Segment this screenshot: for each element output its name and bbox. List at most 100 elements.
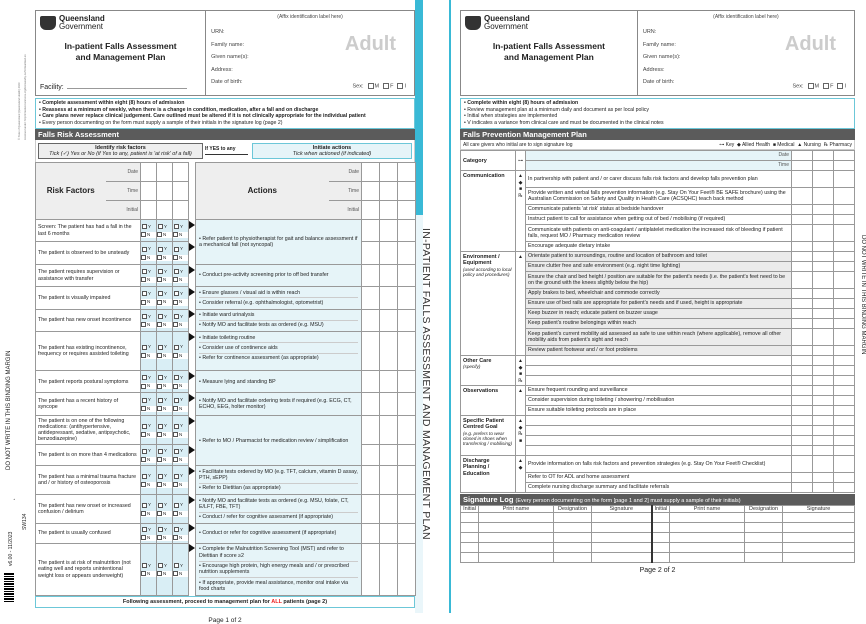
checkbox-icon[interactable] <box>157 277 162 283</box>
initial-cell[interactable] <box>833 395 855 406</box>
initial-cell[interactable] <box>791 365 813 376</box>
signature-cell[interactable] <box>650 522 670 534</box>
signature-cell[interactable] <box>591 552 652 564</box>
initial-cell[interactable] <box>812 385 834 396</box>
action-tick-cell[interactable] <box>379 264 398 287</box>
initial-cell[interactable] <box>812 405 834 416</box>
initial-cell[interactable] <box>791 385 813 396</box>
checkbox-icon[interactable] <box>158 375 163 381</box>
checkbox-icon[interactable] <box>173 232 178 238</box>
checkbox-icon[interactable] <box>158 291 163 297</box>
initial-cell[interactable] <box>812 251 834 262</box>
checkbox-icon[interactable] <box>141 571 146 577</box>
no-checkbox[interactable]: N <box>173 352 188 359</box>
checkbox-icon[interactable] <box>141 432 146 437</box>
yes-checkbox[interactable]: Y <box>158 473 171 479</box>
signature-cell[interactable] <box>782 542 855 554</box>
checkbox-icon[interactable] <box>158 423 163 429</box>
no-checkbox[interactable]: N <box>173 321 188 329</box>
action-tick-cell[interactable] <box>379 522 398 544</box>
checkbox-icon[interactable] <box>157 299 162 305</box>
no-checkbox[interactable]: N <box>157 277 172 284</box>
initial-cell[interactable] <box>833 472 855 483</box>
checkbox-icon[interactable] <box>173 277 178 283</box>
initial-cell[interactable] <box>833 405 855 416</box>
signature-cell[interactable] <box>553 552 592 564</box>
date-entry-cell[interactable] <box>140 162 157 182</box>
yes-checkbox[interactable]: Y <box>142 527 155 533</box>
dob-field[interactable]: Date of birth: <box>642 79 675 85</box>
initial-cell[interactable] <box>812 375 834 386</box>
no-checkbox[interactable]: N <box>173 534 188 542</box>
checkbox-icon[interactable] <box>158 224 163 230</box>
time-entry-cell[interactable] <box>156 181 173 201</box>
initial-cell[interactable] <box>833 170 855 188</box>
no-checkbox[interactable]: N <box>141 299 156 306</box>
no-checkbox[interactable]: N <box>173 510 188 517</box>
time-entry-cell[interactable] <box>361 181 380 201</box>
checkbox-icon[interactable] <box>157 406 162 411</box>
initial-cell[interactable] <box>812 318 834 329</box>
checkbox-icon[interactable] <box>173 299 178 305</box>
initial-cell[interactable] <box>833 288 855 299</box>
checkbox-icon[interactable] <box>157 481 162 487</box>
yes-checkbox[interactable]: Y <box>174 224 187 230</box>
action-tick-cell[interactable] <box>379 392 398 417</box>
checkbox-icon[interactable] <box>142 448 147 454</box>
signature-cell[interactable] <box>744 522 783 534</box>
sex-i-checkbox[interactable] <box>397 82 404 89</box>
given-names-field[interactable]: Given name(s): <box>211 54 249 60</box>
initial-cell[interactable] <box>812 395 834 406</box>
signature-cell[interactable] <box>591 522 652 534</box>
initial-cell[interactable] <box>812 345 834 356</box>
no-checkbox[interactable]: N <box>141 232 156 239</box>
initial-cell[interactable] <box>812 187 834 205</box>
initial-cell[interactable] <box>833 385 855 396</box>
checkbox-icon[interactable] <box>173 510 178 516</box>
action-tick-cell[interactable] <box>361 522 380 544</box>
initial-cell[interactable] <box>791 308 813 319</box>
initial-cell[interactable] <box>791 298 813 309</box>
initial-cell[interactable] <box>833 187 855 205</box>
checkbox-icon[interactable] <box>174 502 179 508</box>
signature-cell[interactable] <box>478 542 554 554</box>
signature-cell[interactable] <box>744 512 783 524</box>
checkbox-icon[interactable] <box>141 535 146 541</box>
initial-cell[interactable] <box>791 251 813 262</box>
checkbox-icon[interactable] <box>141 406 146 411</box>
signature-cell[interactable] <box>553 532 592 544</box>
no-checkbox[interactable]: N <box>173 299 188 306</box>
initial-cell[interactable] <box>833 415 855 426</box>
yes-checkbox[interactable]: Y <box>142 269 155 275</box>
yes-checkbox[interactable]: Y <box>174 344 187 350</box>
yes-checkbox[interactable]: Y <box>158 291 171 297</box>
signature-cell[interactable] <box>591 512 652 524</box>
initial-cell[interactable] <box>833 204 855 215</box>
yes-checkbox[interactable]: Y <box>158 423 171 429</box>
yes-checkbox[interactable]: Y <box>174 269 187 275</box>
initial-cell[interactable] <box>833 425 855 436</box>
initial-cell[interactable] <box>812 214 834 225</box>
no-checkbox[interactable]: N <box>173 383 188 390</box>
initial-cell[interactable] <box>791 328 813 346</box>
checkbox-icon[interactable] <box>158 448 163 454</box>
signature-cell[interactable] <box>782 532 855 544</box>
checkbox-icon[interactable] <box>174 473 179 479</box>
checkbox-icon[interactable] <box>174 526 179 532</box>
initial-cell[interactable] <box>833 455 855 473</box>
yes-checkbox[interactable]: Y <box>158 314 171 320</box>
checkbox-icon[interactable] <box>173 432 178 437</box>
no-checkbox[interactable]: N <box>141 352 156 359</box>
action-tick-cell[interactable] <box>379 308 398 333</box>
action-tick-cell[interactable] <box>379 331 398 372</box>
checkbox-icon[interactable] <box>142 269 147 275</box>
initial-cell[interactable] <box>812 415 834 426</box>
no-checkbox[interactable]: N <box>173 456 188 463</box>
